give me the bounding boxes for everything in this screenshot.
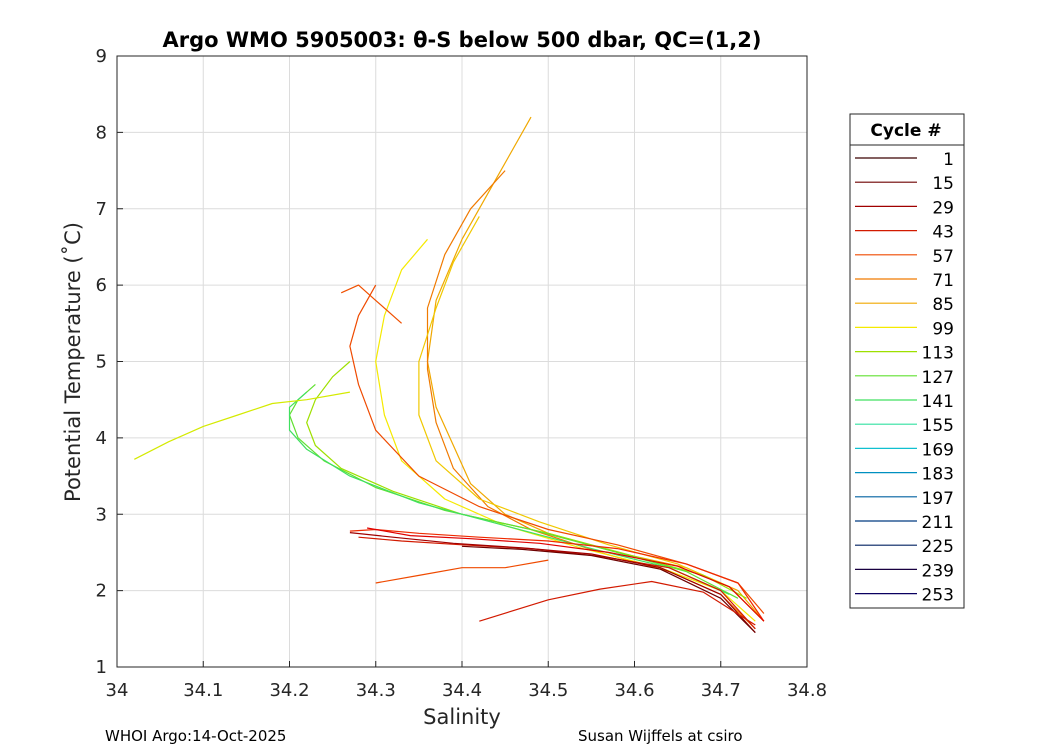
series-line-16	[340, 284, 402, 324]
legend-label: 155	[922, 416, 954, 436]
legend-label: 141	[922, 392, 954, 412]
series-line-11	[366, 527, 765, 622]
series-line-14	[479, 580, 756, 626]
y-axis-ticks: 1 2 3 4 5 6 7 8 9	[96, 46, 123, 678]
series-line-6	[288, 391, 730, 595]
legend-title: Cycle #	[870, 121, 941, 141]
footer-right: Susan Wijffels at csiro	[578, 727, 743, 745]
legend-label: 85	[932, 295, 954, 315]
legend-label: 169	[922, 440, 954, 460]
series-line-9	[349, 528, 765, 622]
x-tick-label: 34.3	[356, 680, 396, 701]
y-tick-label: 2	[96, 581, 107, 602]
legend-label: 99	[932, 319, 954, 339]
x-tick-label: 34.4	[442, 680, 482, 701]
series-line-10	[358, 536, 756, 630]
y-axis-label: Potential Temperature (˚C)	[61, 222, 85, 502]
x-axis-ticks: 34 34.1 34.2 34.3 34.4 34.5 34.6 34.7 34.8	[106, 661, 827, 701]
series-line-12	[349, 532, 756, 634]
x-tick-label: 34	[106, 680, 129, 701]
legend-label: 127	[922, 368, 954, 388]
y-tick-label: 9	[96, 46, 107, 67]
x-tick-label: 34.6	[614, 680, 654, 701]
legend: Cycle # 1 15 29 43 57 71 85 99 113 127 141 155 169 18…	[849, 113, 965, 609]
x-tick-label: 34.7	[701, 680, 741, 701]
series-line-3	[418, 216, 765, 622]
series-line-7	[134, 391, 351, 460]
legend-box	[849, 113, 965, 609]
chart-title: Argo WMO 5905003: θ-S below 500 dbar, QC…	[163, 28, 762, 52]
footer-left: WHOI Argo:14-Oct-2025	[105, 727, 286, 745]
y-tick-label: 6	[96, 275, 107, 296]
legend-label: 57	[932, 247, 954, 267]
legend-label: 225	[922, 537, 954, 557]
y-tick-label: 8	[96, 122, 107, 143]
y-tick-label: 4	[96, 428, 107, 449]
y-tick-label: 3	[96, 504, 107, 525]
x-tick-label: 34.8	[787, 680, 827, 701]
y-tick-label: 1	[96, 657, 107, 678]
legend-label: 1	[943, 150, 954, 170]
x-axis-label: Salinity	[423, 705, 501, 729]
legend-label: 253	[922, 586, 954, 606]
plot-area: 34 34.1 34.2 34.3 34.4 34.5 34.6 34.7 34.8 12345…	[96, 46, 827, 701]
x-tick-label: 34.5	[528, 680, 568, 701]
legend-label: 197	[922, 489, 954, 509]
legend-label: 15	[932, 174, 954, 194]
legend-items: 1 15 29 43 57 71 85 99 113 127 141 155 169 183 197 211 2…	[855, 150, 954, 606]
legend-label: 183	[922, 465, 954, 485]
x-tick-label: 34.2	[269, 680, 309, 701]
y-tick-label: 7	[96, 199, 107, 220]
legend-label: 43	[932, 223, 954, 243]
series-line-15	[375, 559, 549, 584]
series-group	[134, 116, 765, 634]
series-line-13	[461, 545, 756, 634]
y-tick-label: 5	[96, 352, 107, 373]
legend-label: 113	[922, 344, 954, 364]
legend-label: 29	[932, 198, 954, 218]
x-tick-label: 34.1	[183, 680, 223, 701]
legend-label: 71	[932, 271, 954, 291]
legend-label: 239	[922, 561, 954, 581]
legend-label: 211	[922, 513, 954, 533]
